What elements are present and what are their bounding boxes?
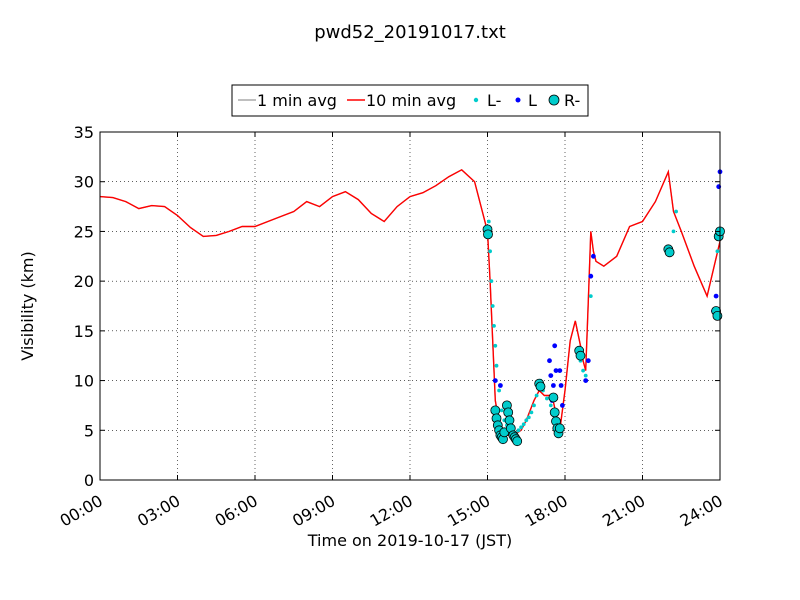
l-point	[558, 383, 564, 388]
l-point	[585, 358, 591, 364]
legend-label-1-min-avg: 1 min avg	[257, 91, 337, 110]
y-axis-label: Visibility (km)	[18, 251, 37, 360]
l-point	[557, 368, 563, 373]
x-tick-label: 00:00	[57, 491, 106, 531]
l-point	[713, 293, 719, 299]
l-point	[583, 378, 589, 383]
y-tick-label: 25	[74, 222, 94, 241]
l-minus-point	[519, 425, 523, 430]
legend-label-10-min-avg: 10 min avg	[366, 91, 456, 110]
x-axis-label: Time on 2019-10-17 (JST)	[307, 531, 512, 550]
y-tick-label: 10	[74, 372, 94, 391]
l-minus-point	[545, 396, 549, 401]
l-minus-point	[671, 229, 676, 234]
l-minus-point	[494, 363, 499, 368]
y-tick-label: 20	[74, 272, 94, 291]
chart-title: pwd52_20191017.txt	[314, 22, 506, 43]
r-minus-point	[712, 310, 723, 321]
legend-marker-l-minus	[473, 97, 479, 103]
legend: 1 min avg 10 min avg L- L R-	[231, 84, 589, 117]
r-minus-point	[512, 436, 523, 447]
l-minus-point	[516, 428, 521, 433]
legend-box	[231, 84, 589, 117]
legend-marker-l	[515, 97, 521, 103]
l-point	[547, 358, 552, 364]
l-point	[560, 403, 565, 408]
plot-series	[99, 168, 725, 447]
l-point	[553, 368, 559, 373]
l-minus-point	[583, 373, 588, 378]
series-line-1-min-avg	[99, 169, 721, 436]
l-point	[548, 373, 554, 378]
l-minus-point	[534, 393, 539, 398]
x-tick-label: 03:00	[134, 491, 183, 531]
x-tick-label: 21:00	[599, 491, 648, 531]
l-minus-point	[548, 403, 553, 408]
r-minus-point	[504, 415, 515, 426]
l-minus-point	[588, 294, 593, 298]
l-point	[588, 273, 594, 279]
r-minus-point	[548, 392, 559, 403]
y-tick-label: 35	[74, 123, 94, 142]
y-tick-label: 0	[84, 471, 94, 490]
r-minus-point	[490, 405, 501, 416]
l-minus-point	[493, 343, 498, 348]
grid	[99, 131, 721, 481]
y-tick-label: 15	[74, 322, 94, 341]
legend-label-l: L	[528, 91, 537, 110]
l-point	[552, 343, 558, 349]
l-minus-point	[532, 403, 536, 408]
x-tick-label: 18:00	[522, 491, 571, 531]
l-minus-point	[486, 219, 491, 224]
l-point	[498, 383, 503, 388]
l-minus-point	[499, 408, 504, 413]
l-point	[492, 378, 498, 383]
l-minus-point	[497, 388, 501, 393]
l-minus-point	[489, 279, 494, 283]
l-minus-point	[492, 324, 496, 328]
legend-label-l-minus: L-	[487, 91, 501, 110]
l-minus-point	[488, 249, 492, 254]
r-minus-point	[503, 407, 514, 418]
x-tick-label: 06:00	[212, 491, 261, 531]
l-point	[551, 383, 556, 388]
r-minus-point	[483, 229, 493, 240]
l-minus-point	[526, 415, 531, 420]
l-minus-point	[490, 304, 495, 308]
r-minus-point	[554, 423, 565, 434]
l-minus-point	[674, 209, 678, 214]
legend-marker-r-minus	[548, 94, 560, 106]
l-minus-point	[521, 422, 526, 427]
l-minus-point	[529, 410, 534, 415]
legend-label-r-minus: R-	[564, 91, 580, 110]
axis-ticks: 00:00 03:00 06:00 09:00 12:00 15:00 18:00 21:00…	[57, 123, 726, 531]
l-minus-point	[524, 418, 529, 423]
x-tick-label: 24:00	[677, 491, 726, 531]
x-tick-label: 09:00	[289, 491, 338, 531]
r-minus-point	[549, 407, 560, 418]
r-minus-point	[535, 381, 546, 392]
y-tick-label: 5	[84, 421, 94, 440]
x-tick-label: 12:00	[367, 491, 416, 531]
x-tick-label: 15:00	[444, 491, 493, 531]
r-minus-point	[575, 350, 586, 361]
l-point	[591, 253, 596, 259]
l-minus-point	[715, 249, 720, 254]
l-minus-point	[581, 368, 585, 373]
y-tick-label: 30	[74, 173, 94, 192]
r-minus-point	[664, 247, 675, 258]
series-line-10-min-avg	[99, 168, 721, 436]
